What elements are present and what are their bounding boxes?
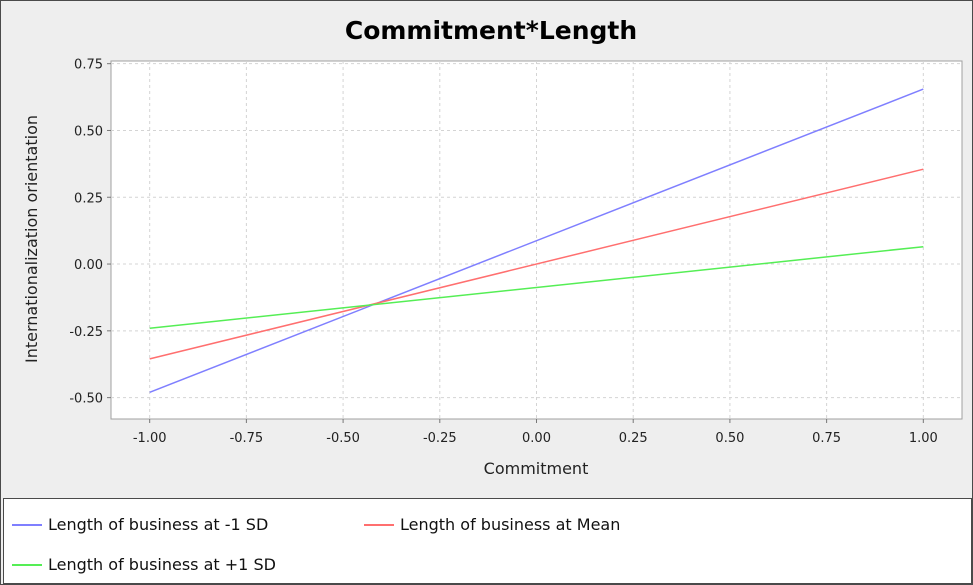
legend-label-minus-1-sd: Length of business at -1 SD xyxy=(48,515,269,534)
chart-title: Commitment*Length xyxy=(345,16,637,45)
legend-label-plus-1-sd: Length of business at +1 SD xyxy=(48,555,276,574)
y-tick-label: -0.50 xyxy=(69,392,103,407)
legend: Length of business at -1 SD Length of bu… xyxy=(3,498,972,584)
y-axis-label: Internationalization orientation xyxy=(22,115,41,363)
y-axis-ticks: -0.50 -0.25 0.00 0.25 0.50 0.75 xyxy=(69,58,111,407)
x-tick-label: 0.25 xyxy=(619,431,648,446)
legend-swatch-minus-1-sd xyxy=(12,523,42,526)
legend-item-mean: Length of business at Mean xyxy=(364,515,620,534)
y-tick-label: 0.25 xyxy=(74,191,103,206)
grid xyxy=(111,61,962,419)
x-tick-label: 0.50 xyxy=(715,431,744,446)
y-tick-label: 0.50 xyxy=(74,124,103,139)
legend-label-mean: Length of business at Mean xyxy=(400,515,621,534)
legend-swatch-plus-1-sd xyxy=(12,563,42,566)
series-lines xyxy=(149,88,924,393)
x-tick-label: -0.50 xyxy=(326,431,360,446)
series-line-3 xyxy=(149,245,924,329)
x-tick-label: 0.75 xyxy=(812,431,841,446)
x-tick-label: -1.00 xyxy=(133,431,167,446)
y-tick-label: 0.00 xyxy=(74,258,103,273)
legend-item-plus-1-sd: Length of business at +1 SD xyxy=(12,555,276,574)
x-tick-label: 0.00 xyxy=(522,431,551,446)
y-tick-label: 0.75 xyxy=(74,58,103,73)
x-axis-ticks: -1.00 -0.75 -0.50 -0.25 0.00 0.25 0.50 0.75 1.00 xyxy=(133,419,938,446)
chart-svg: Commitment*Length -1.00 -0.75 -0.50 -0.25 0.… xyxy=(22,16,963,478)
series-line-1 xyxy=(149,88,924,393)
x-tick-label: 1.00 xyxy=(909,431,938,446)
x-tick-label: -0.25 xyxy=(423,431,457,446)
series-line-2 xyxy=(149,168,924,360)
x-axis-label: Commitment xyxy=(484,459,589,478)
legend-item-minus-1-sd: Length of business at -1 SD xyxy=(12,515,268,534)
legend-swatch-mean xyxy=(364,523,394,526)
y-tick-label: -0.25 xyxy=(69,325,103,340)
x-tick-label: -0.75 xyxy=(230,431,264,446)
